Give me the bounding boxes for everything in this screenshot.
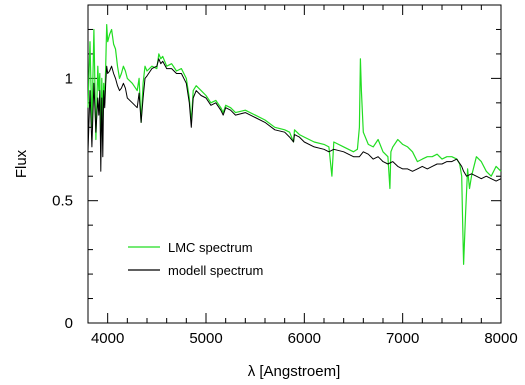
legend: LMC spectrum modell spectrum bbox=[128, 240, 263, 278]
y-tick-label: 0 bbox=[65, 315, 73, 332]
x-tick-label: 6000 bbox=[288, 330, 321, 347]
x-tick-label: 4000 bbox=[91, 330, 124, 347]
tick-labels: 4000 5000 6000 7000 8000 0 0.5 1 bbox=[52, 70, 518, 347]
plot-frame bbox=[87, 4, 502, 324]
series-line-lmc-spectrum bbox=[87, 24, 502, 265]
x-tick-label: 7000 bbox=[386, 330, 419, 347]
y-tick-label: 0.5 bbox=[52, 193, 73, 210]
x-axis-title: λ [Angstroem] bbox=[248, 363, 341, 380]
y-axis-title: Flux bbox=[13, 149, 30, 178]
x-tick-label: 5000 bbox=[189, 330, 222, 347]
series-layer bbox=[87, 24, 502, 265]
legend-label-model: modell spectrum bbox=[168, 263, 263, 278]
y-tick-label: 1 bbox=[65, 70, 73, 87]
series-line-modell-spectrum bbox=[87, 58, 502, 182]
x-tick-label: 8000 bbox=[484, 330, 517, 347]
legend-label-lmc: LMC spectrum bbox=[168, 240, 253, 255]
